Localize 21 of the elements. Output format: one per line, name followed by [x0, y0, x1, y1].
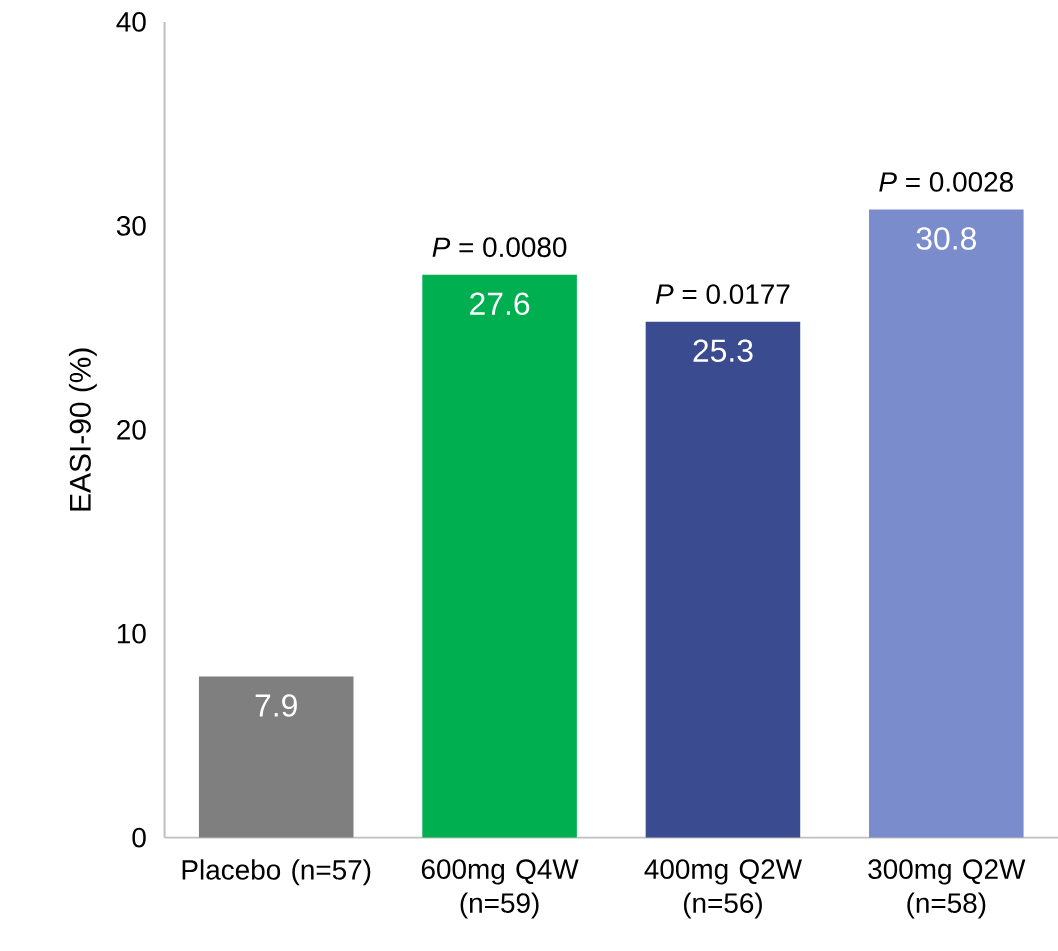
data-label: 25.3: [693, 339, 753, 362]
x-tick-label: 400mg Q2W (n=56): [644, 859, 802, 919]
y-tick-label: 20: [117, 419, 146, 440]
bar: [645, 321, 801, 838]
annotation: P = 0.0028: [879, 171, 1013, 192]
x-tick-label: Placebo (n=57): [182, 859, 371, 886]
y-axis-title: EASI-90 (%): [68, 348, 97, 511]
data-label: 30.8: [916, 227, 976, 250]
bar: [869, 209, 1024, 838]
y-tick-label: 0: [132, 827, 146, 848]
bar: [422, 274, 577, 838]
data-label: 7.9: [255, 694, 297, 717]
data-label: 27.6: [470, 292, 530, 315]
annotation: P = 0.0177: [655, 284, 790, 304]
y-tick-label: 10: [117, 623, 146, 644]
y-tick-label: 40: [116, 11, 146, 32]
annotation: P = 0.0080: [432, 237, 567, 257]
y-tick-label: 30: [116, 215, 146, 236]
x-tick-label: 600mg Q4W (n=59): [421, 859, 579, 919]
bar: [198, 676, 354, 838]
x-tick-label: 300mg Q2W (n=58): [868, 859, 1026, 919]
